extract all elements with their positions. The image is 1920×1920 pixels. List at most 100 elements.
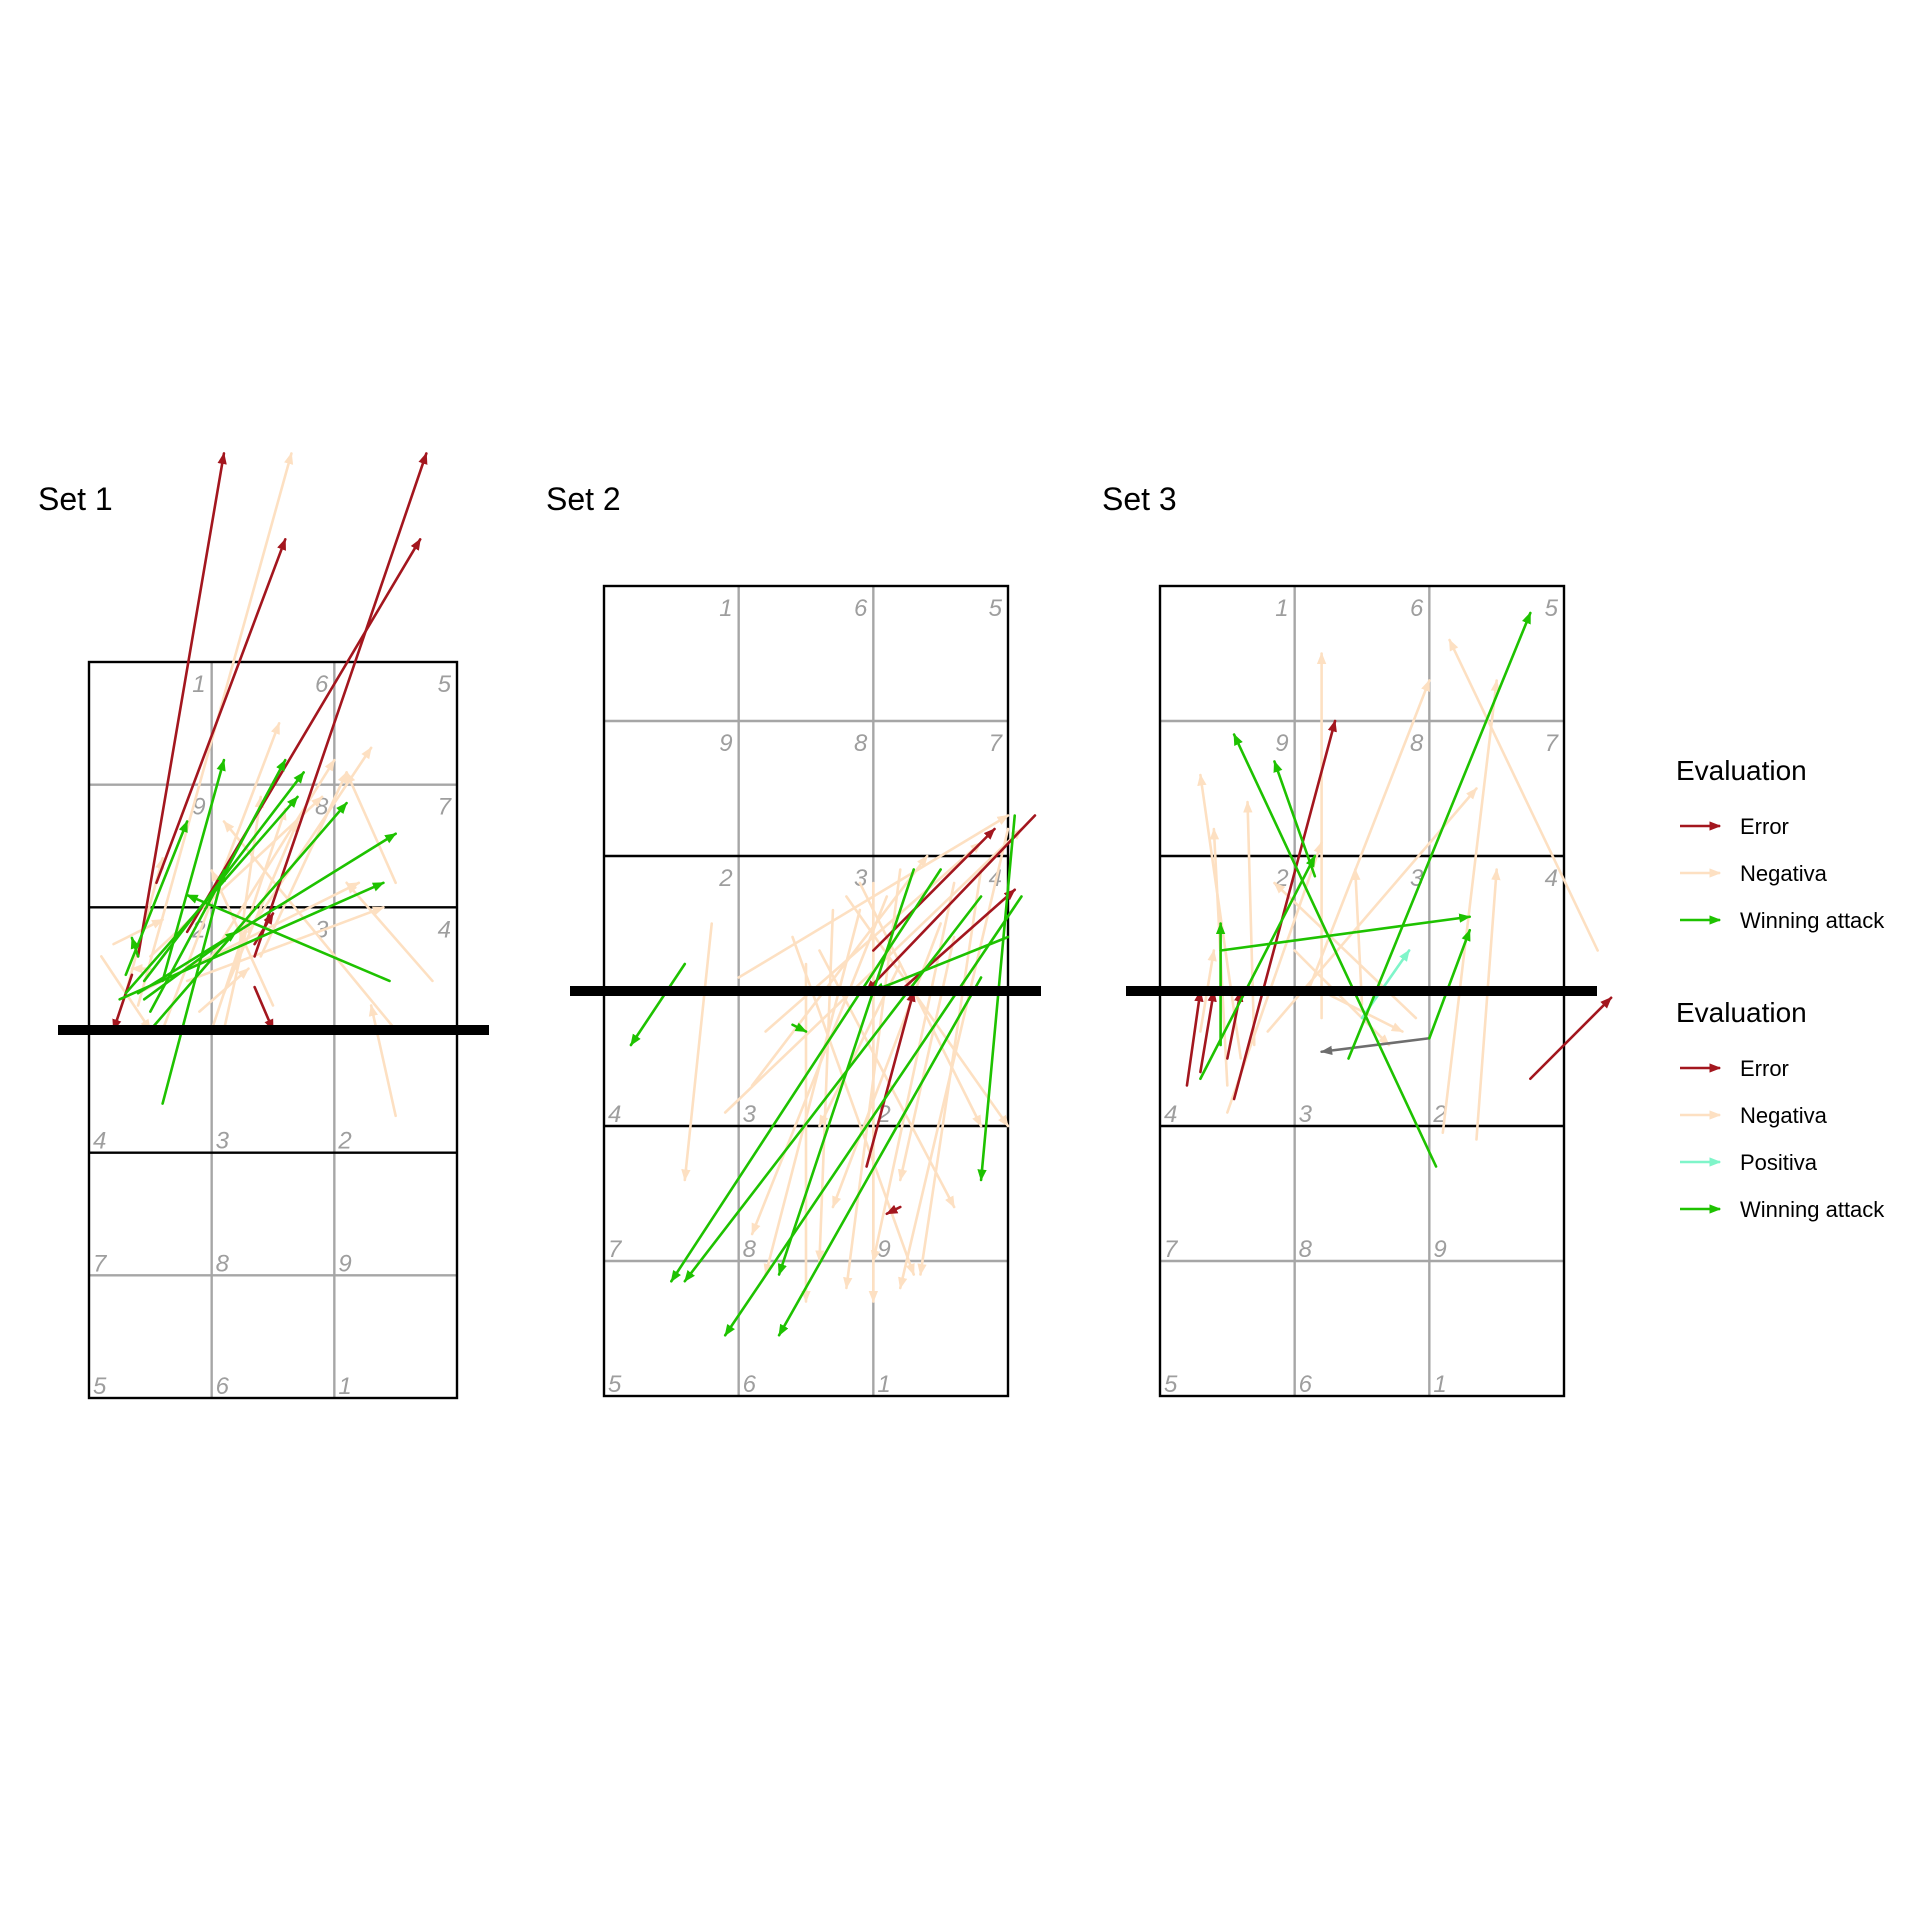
attack-arrow-negativa [222,918,251,1032]
attack-arrow-winning-attack [1347,611,1532,1060]
court-panels: Set 1165987234432789561Set 2165987234432… [38,452,1613,1400]
zone-label: 6 [854,595,868,622]
attack-arrows [629,814,1037,1337]
zone-label: 6 [315,671,329,698]
attack-arrow-negativa [898,827,1010,1290]
attack-arrow-winning-attack [777,868,916,1276]
attack-arrow-negativa [681,922,714,1182]
attack-arrow-negativa [750,854,929,1087]
attack-arrow-winning-attack [670,868,942,1283]
attack-arrow-winning-attack [777,976,983,1337]
zone-label: 5 [1545,595,1559,622]
attack-arrow-negativa [917,868,983,1276]
attack-arrow-error [885,1204,902,1216]
attack-arrow-negativa [198,967,250,1013]
panel-title: Set 1 [38,481,113,517]
attack-arrow-error [112,973,134,1032]
zone-label: 5 [608,1371,622,1398]
panel-set-1: Set 1165987234432789561 [38,452,489,1400]
panel-title: Set 2 [546,481,621,517]
zone-label: 8 [743,1236,757,1263]
zone-label: 3 [1299,1101,1313,1128]
zone-label: 1 [719,595,732,622]
attack-arrow-error [898,888,1017,993]
attack-arrow-error [155,538,287,885]
attack-arrow-negativa [345,881,434,983]
attack-arrow-negativa [1448,638,1599,952]
zone-label: 7 [608,1236,623,1263]
zone-label: 5 [1164,1371,1178,1398]
zone-label: 1 [877,1371,890,1398]
zone-label: 5 [438,671,452,698]
attack-arrow-negativa [1306,679,1431,993]
zone-label: 1 [1275,595,1288,622]
zone-label: 9 [1275,730,1288,757]
zone-label: 9 [877,1236,890,1263]
attack-arrow-other [1320,1036,1431,1056]
legend-label: Error [1740,1056,1789,1081]
attack-arrow-winning-attack [185,893,391,983]
attack-arrow-winning-attack [977,814,1017,1182]
zone-label: 2 [718,865,732,892]
zone-label: 6 [1410,595,1424,622]
attack-arrow-negativa [185,906,385,983]
zone-label: 5 [93,1373,107,1400]
panel-set-2: Set 2165987234432789561 [546,481,1041,1398]
legend-label: Winning attack [1740,908,1885,933]
attack-arrow-error [1185,989,1204,1087]
zone-label: 6 [216,1373,230,1400]
attack-arrow-negativa [870,881,956,1263]
legend: Evaluation Error Negativa Winning attack [1676,755,1885,933]
attack-arrow-error [1232,719,1337,1101]
attack-arrows [1185,611,1613,1168]
attack-arrow-winning-attack [872,935,1010,993]
attack-arrow-error [865,814,1037,993]
attack-arrow-negativa [1441,679,1501,1135]
zone-label: 1 [1433,1371,1446,1398]
attack-arrow-winning-attack [1428,928,1472,1040]
attack-arrow-winning-attack [683,895,983,1283]
attack-arrow-error [136,452,227,958]
attack-arrow-error [253,452,428,958]
zone-label: 4 [1545,865,1558,892]
attack-arrow-error [253,985,275,1032]
attack-arrow-negativa [750,895,889,1236]
zone-label: 5 [989,595,1003,622]
attack-arrow-negativa [737,814,1010,979]
zone-label: 8 [854,730,868,757]
attack-arrow-negativa [897,935,956,1182]
attack-arrow-negativa [210,869,275,1007]
attack-arrow-negativa [112,918,164,946]
zone-label: 4 [608,1101,621,1128]
attack-arrow-winning-attack [130,936,140,958]
attack-arrow-winning-attack [723,895,1023,1337]
attack-arrow-error [1529,996,1613,1081]
zone-label: 7 [93,1250,108,1277]
attack-arrow-negativa [763,908,862,1276]
attack-arrow-winning-attack [118,881,385,1001]
panel-set-3: Set 31 6 59 8 72 3 44 3 27 8 95 6 1 [1102,481,1613,1398]
attack-arrow-winning-attack [149,801,348,1032]
attack-arrow-winning-attack [136,832,397,995]
attack-arrow-negativa [858,881,983,1128]
zone-label: 4 [1164,1101,1177,1128]
zone-label: 4 [93,1128,106,1155]
legend-label: Negativa [1740,861,1828,886]
zone-label: 9 [719,730,732,757]
panel-title: Set 3 [1102,481,1177,517]
zone-label: 4 [438,916,451,943]
attack-arrow-negativa [368,1004,397,1118]
zone-label: 6 [743,1371,757,1398]
legend-title: Evaluation [1676,755,1807,786]
attack-arrow-negativa [815,908,835,1263]
attack-arrow-negativa [345,771,397,885]
attack-arrow-negativa [845,895,1010,1128]
legend-label: Positiva [1740,1150,1818,1175]
zone-label: 7 [1164,1236,1179,1263]
zone-label: 3 [216,1128,230,1155]
zone-label: 8 [216,1250,230,1277]
zone-label: 3 [743,1101,757,1128]
